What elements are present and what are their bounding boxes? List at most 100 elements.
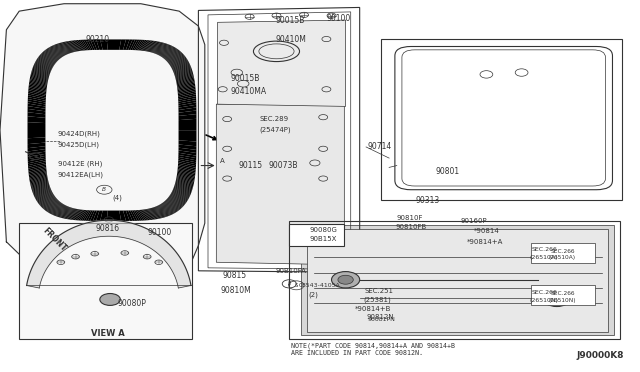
- Polygon shape: [177, 170, 195, 177]
- Polygon shape: [173, 64, 190, 72]
- Polygon shape: [44, 50, 59, 60]
- Polygon shape: [42, 199, 58, 209]
- Polygon shape: [39, 55, 55, 64]
- Text: 90015B: 90015B: [230, 74, 260, 83]
- Polygon shape: [68, 41, 79, 51]
- Polygon shape: [119, 211, 126, 221]
- Polygon shape: [128, 211, 135, 221]
- Polygon shape: [38, 57, 54, 66]
- Polygon shape: [28, 154, 45, 159]
- Polygon shape: [28, 161, 46, 167]
- Polygon shape: [173, 187, 191, 195]
- FancyBboxPatch shape: [531, 243, 595, 263]
- Polygon shape: [169, 56, 185, 65]
- Polygon shape: [135, 210, 143, 221]
- Polygon shape: [63, 42, 74, 52]
- Polygon shape: [178, 88, 196, 94]
- Polygon shape: [179, 157, 196, 162]
- Text: *90814+A: *90814+A: [467, 239, 504, 245]
- Polygon shape: [45, 202, 60, 211]
- Polygon shape: [178, 166, 196, 173]
- Polygon shape: [174, 67, 191, 75]
- Polygon shape: [74, 210, 83, 220]
- Polygon shape: [155, 44, 167, 54]
- Polygon shape: [171, 58, 187, 67]
- Polygon shape: [172, 191, 188, 200]
- Polygon shape: [71, 41, 81, 51]
- Polygon shape: [179, 153, 196, 158]
- Polygon shape: [56, 206, 69, 217]
- Polygon shape: [177, 82, 195, 89]
- Polygon shape: [58, 207, 70, 217]
- Polygon shape: [52, 45, 65, 55]
- Polygon shape: [44, 200, 59, 210]
- Polygon shape: [160, 204, 173, 214]
- Polygon shape: [32, 70, 49, 77]
- Polygon shape: [60, 208, 72, 218]
- Polygon shape: [31, 182, 49, 190]
- Text: SEC.289: SEC.289: [259, 116, 289, 122]
- Polygon shape: [49, 203, 63, 213]
- Polygon shape: [66, 41, 77, 52]
- Polygon shape: [130, 211, 138, 221]
- FancyBboxPatch shape: [289, 224, 344, 246]
- Polygon shape: [27, 220, 191, 288]
- Polygon shape: [33, 186, 50, 195]
- Polygon shape: [218, 20, 346, 106]
- Polygon shape: [177, 171, 195, 178]
- Text: 90410MA: 90410MA: [230, 87, 266, 96]
- Polygon shape: [40, 55, 56, 64]
- Text: (26510N): (26510N): [529, 298, 558, 303]
- Polygon shape: [153, 43, 165, 53]
- Polygon shape: [32, 184, 49, 192]
- Polygon shape: [165, 51, 180, 60]
- Polygon shape: [178, 164, 196, 170]
- Text: 90115: 90115: [238, 161, 262, 170]
- Text: (2): (2): [308, 291, 318, 298]
- Polygon shape: [171, 193, 187, 202]
- Polygon shape: [173, 64, 190, 73]
- Text: 90412EA(LH): 90412EA(LH): [58, 171, 104, 178]
- Polygon shape: [166, 51, 181, 61]
- Text: (26510A): (26510A): [549, 255, 576, 260]
- Text: 90B10FA: 90B10FA: [275, 268, 306, 274]
- Text: B: B: [287, 281, 291, 286]
- Text: *90814+B: *90814+B: [355, 306, 392, 312]
- Polygon shape: [158, 45, 172, 55]
- Polygon shape: [170, 57, 186, 66]
- Polygon shape: [29, 176, 47, 183]
- Polygon shape: [179, 98, 196, 103]
- Polygon shape: [178, 89, 196, 95]
- Polygon shape: [161, 203, 175, 213]
- Text: 90015B: 90015B: [275, 16, 305, 25]
- Polygon shape: [28, 149, 45, 154]
- Polygon shape: [152, 43, 164, 53]
- Polygon shape: [36, 60, 52, 68]
- Polygon shape: [28, 103, 45, 109]
- Polygon shape: [162, 203, 176, 213]
- Polygon shape: [166, 199, 182, 208]
- Polygon shape: [67, 209, 77, 219]
- Polygon shape: [54, 206, 67, 216]
- Text: VIEW A: VIEW A: [91, 329, 124, 338]
- Polygon shape: [31, 179, 48, 186]
- Polygon shape: [171, 59, 188, 68]
- Polygon shape: [147, 41, 157, 52]
- Polygon shape: [167, 198, 182, 208]
- Polygon shape: [78, 210, 86, 221]
- Polygon shape: [44, 201, 59, 210]
- Polygon shape: [28, 122, 45, 138]
- Polygon shape: [173, 65, 191, 74]
- Polygon shape: [179, 105, 196, 110]
- Polygon shape: [172, 192, 188, 201]
- Polygon shape: [56, 44, 69, 54]
- Polygon shape: [175, 71, 193, 78]
- Polygon shape: [178, 160, 196, 166]
- Polygon shape: [176, 75, 194, 82]
- Text: 90081PN: 90081PN: [368, 317, 396, 323]
- Polygon shape: [65, 208, 76, 219]
- Polygon shape: [28, 151, 45, 157]
- Text: 90412E (RH): 90412E (RH): [58, 160, 102, 167]
- Polygon shape: [56, 44, 68, 54]
- Polygon shape: [83, 40, 91, 50]
